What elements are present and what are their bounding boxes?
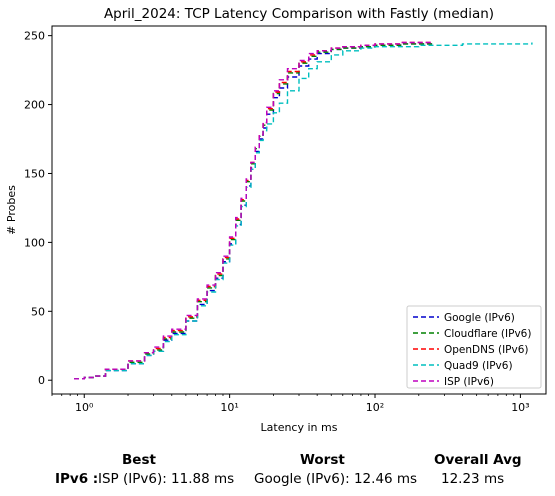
summary-header-avg: Overall Avg [434, 452, 522, 468]
axis-layer: 10⁰ 10¹ 10² 10³ 0 50 100 150 200 250 [24, 30, 530, 414]
x-tick-label: 10⁰ [75, 401, 94, 414]
summary-row-label: IPv6 : [55, 471, 99, 487]
chart-title: April_2024: TCP Latency Comparison with … [104, 6, 494, 22]
y-tick-label: 0 [38, 374, 45, 387]
legend-label: OpenDNS (IPv6) [444, 344, 529, 356]
legend-label: Google (IPv6) [444, 312, 515, 324]
legend-label: Quad9 (IPv6) [444, 360, 513, 372]
x-axis-label: Latency in ms [261, 421, 338, 434]
summary-best-value: ISP (IPv6): 11.88 ms [98, 471, 235, 487]
x-tick-label: 10¹ [220, 401, 238, 414]
y-axis-label: # Probes [5, 185, 18, 235]
y-tick-label: 150 [24, 167, 45, 180]
series-layer [74, 41, 533, 380]
y-tick-label: 50 [31, 305, 45, 318]
legend: Google (IPv6) Cloudflare (IPv6) OpenDNS (I… [406, 305, 542, 389]
summary-avg-value: 12.23 ms [441, 471, 505, 487]
x-tick-label: 10² [366, 401, 384, 414]
y-tick-label: 250 [24, 30, 45, 43]
summary-header-worst: Worst [300, 452, 345, 468]
legend-box [406, 305, 542, 389]
x-tick-label: 10³ [511, 401, 529, 414]
legend-label: Cloudflare (IPv6) [444, 328, 531, 340]
y-tick-label: 200 [24, 99, 45, 112]
summary-worst-value: Google (IPv6): 12.46 ms [254, 471, 418, 487]
y-tick-label: 100 [24, 236, 45, 249]
series-line-5 [74, 41, 433, 380]
latency-chart: April_2024: TCP Latency Comparison with … [5, 6, 547, 434]
legend-label: ISP (IPv6) [444, 376, 494, 388]
summary-header-best: Best [122, 452, 156, 468]
